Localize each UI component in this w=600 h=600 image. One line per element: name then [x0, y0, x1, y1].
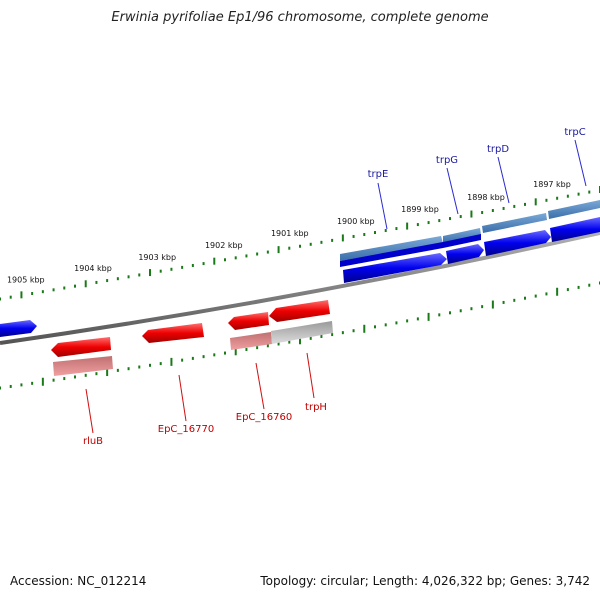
label-leader-line	[377, 182, 388, 230]
label-leader-line	[574, 139, 587, 187]
gene-arrow[interactable]	[230, 332, 272, 350]
accession-text: Accession: NC_012214	[10, 574, 147, 588]
gene-label-epc_16760: EpC_16760	[236, 412, 292, 423]
label-leader-line	[497, 156, 510, 204]
ruler-label: 1903 kbp	[138, 253, 176, 262]
gene-arrow[interactable]	[443, 228, 481, 243]
outer-ruler: 1905 kbp 1904 kbp 1903 kbp 1902 kbp 1901 kbp…	[0, 180, 600, 301]
topology-summary: Topology: circular; Length: 4,026,322 bp…	[260, 574, 590, 588]
label-leader-line	[85, 388, 94, 434]
gene-arrow[interactable]	[271, 321, 333, 344]
reverse-gene-labels: rluB EpC_16770 EpC_16760 trpH	[83, 352, 327, 447]
label-leader-line	[255, 362, 265, 410]
ruler-label: 1901 kbp	[271, 229, 309, 238]
ruler-label: 1900 kbp	[337, 217, 375, 226]
gene-label-trpe: trpE	[368, 169, 389, 180]
label-leader-line	[306, 352, 315, 399]
ruler-label: 1904 kbp	[74, 264, 112, 273]
inner-ruler	[0, 281, 600, 390]
reverse-strand-track	[51, 300, 333, 376]
gene-arrow[interactable]	[53, 356, 113, 376]
ruler-label: 1899 kbp	[401, 205, 439, 214]
gene-arrow[interactable]	[0, 320, 37, 337]
gene-arrow[interactable]	[343, 253, 447, 283]
label-leader-line	[446, 167, 459, 215]
gene-label-epc_16770: EpC_16770	[158, 424, 214, 435]
chromosome-backbone	[0, 231, 600, 345]
label-leader-line	[178, 374, 187, 422]
gene-arrow[interactable]	[142, 323, 204, 343]
ruler-label: 1902 kbp	[205, 241, 243, 250]
gene-arrow[interactable]	[269, 300, 330, 322]
gene-arrow[interactable]	[340, 236, 443, 261]
gene-label-trpd: trpD	[487, 144, 509, 155]
ruler-label: 1897 kbp	[533, 180, 571, 189]
forward-strand-track	[0, 200, 600, 337]
gene-arrow[interactable]	[443, 234, 481, 248]
gene-arrow[interactable]	[482, 213, 547, 233]
gene-arrow[interactable]	[550, 217, 600, 242]
ruler-label: 1905 kbp	[7, 276, 45, 285]
page-title: Erwinia pyrifoliae Ep1/96 chromosome, co…	[111, 10, 489, 25]
gene-arrow[interactable]	[228, 312, 269, 330]
gene-arrow[interactable]	[446, 244, 484, 264]
gene-arrow[interactable]	[340, 242, 443, 267]
gene-label-trpg: trpG	[436, 155, 458, 166]
gene-arrow[interactable]	[548, 200, 600, 219]
gene-arrow[interactable]	[484, 230, 551, 256]
gene-label-rlub: rluB	[83, 436, 103, 447]
forward-gene-labels: trpE trpG trpD trpC	[368, 127, 587, 230]
ruler-label: 1898 kbp	[467, 193, 505, 202]
gene-arrow[interactable]	[51, 337, 111, 357]
gene-label-trpc: trpC	[564, 127, 585, 138]
gene-label-trph: trpH	[305, 402, 327, 413]
